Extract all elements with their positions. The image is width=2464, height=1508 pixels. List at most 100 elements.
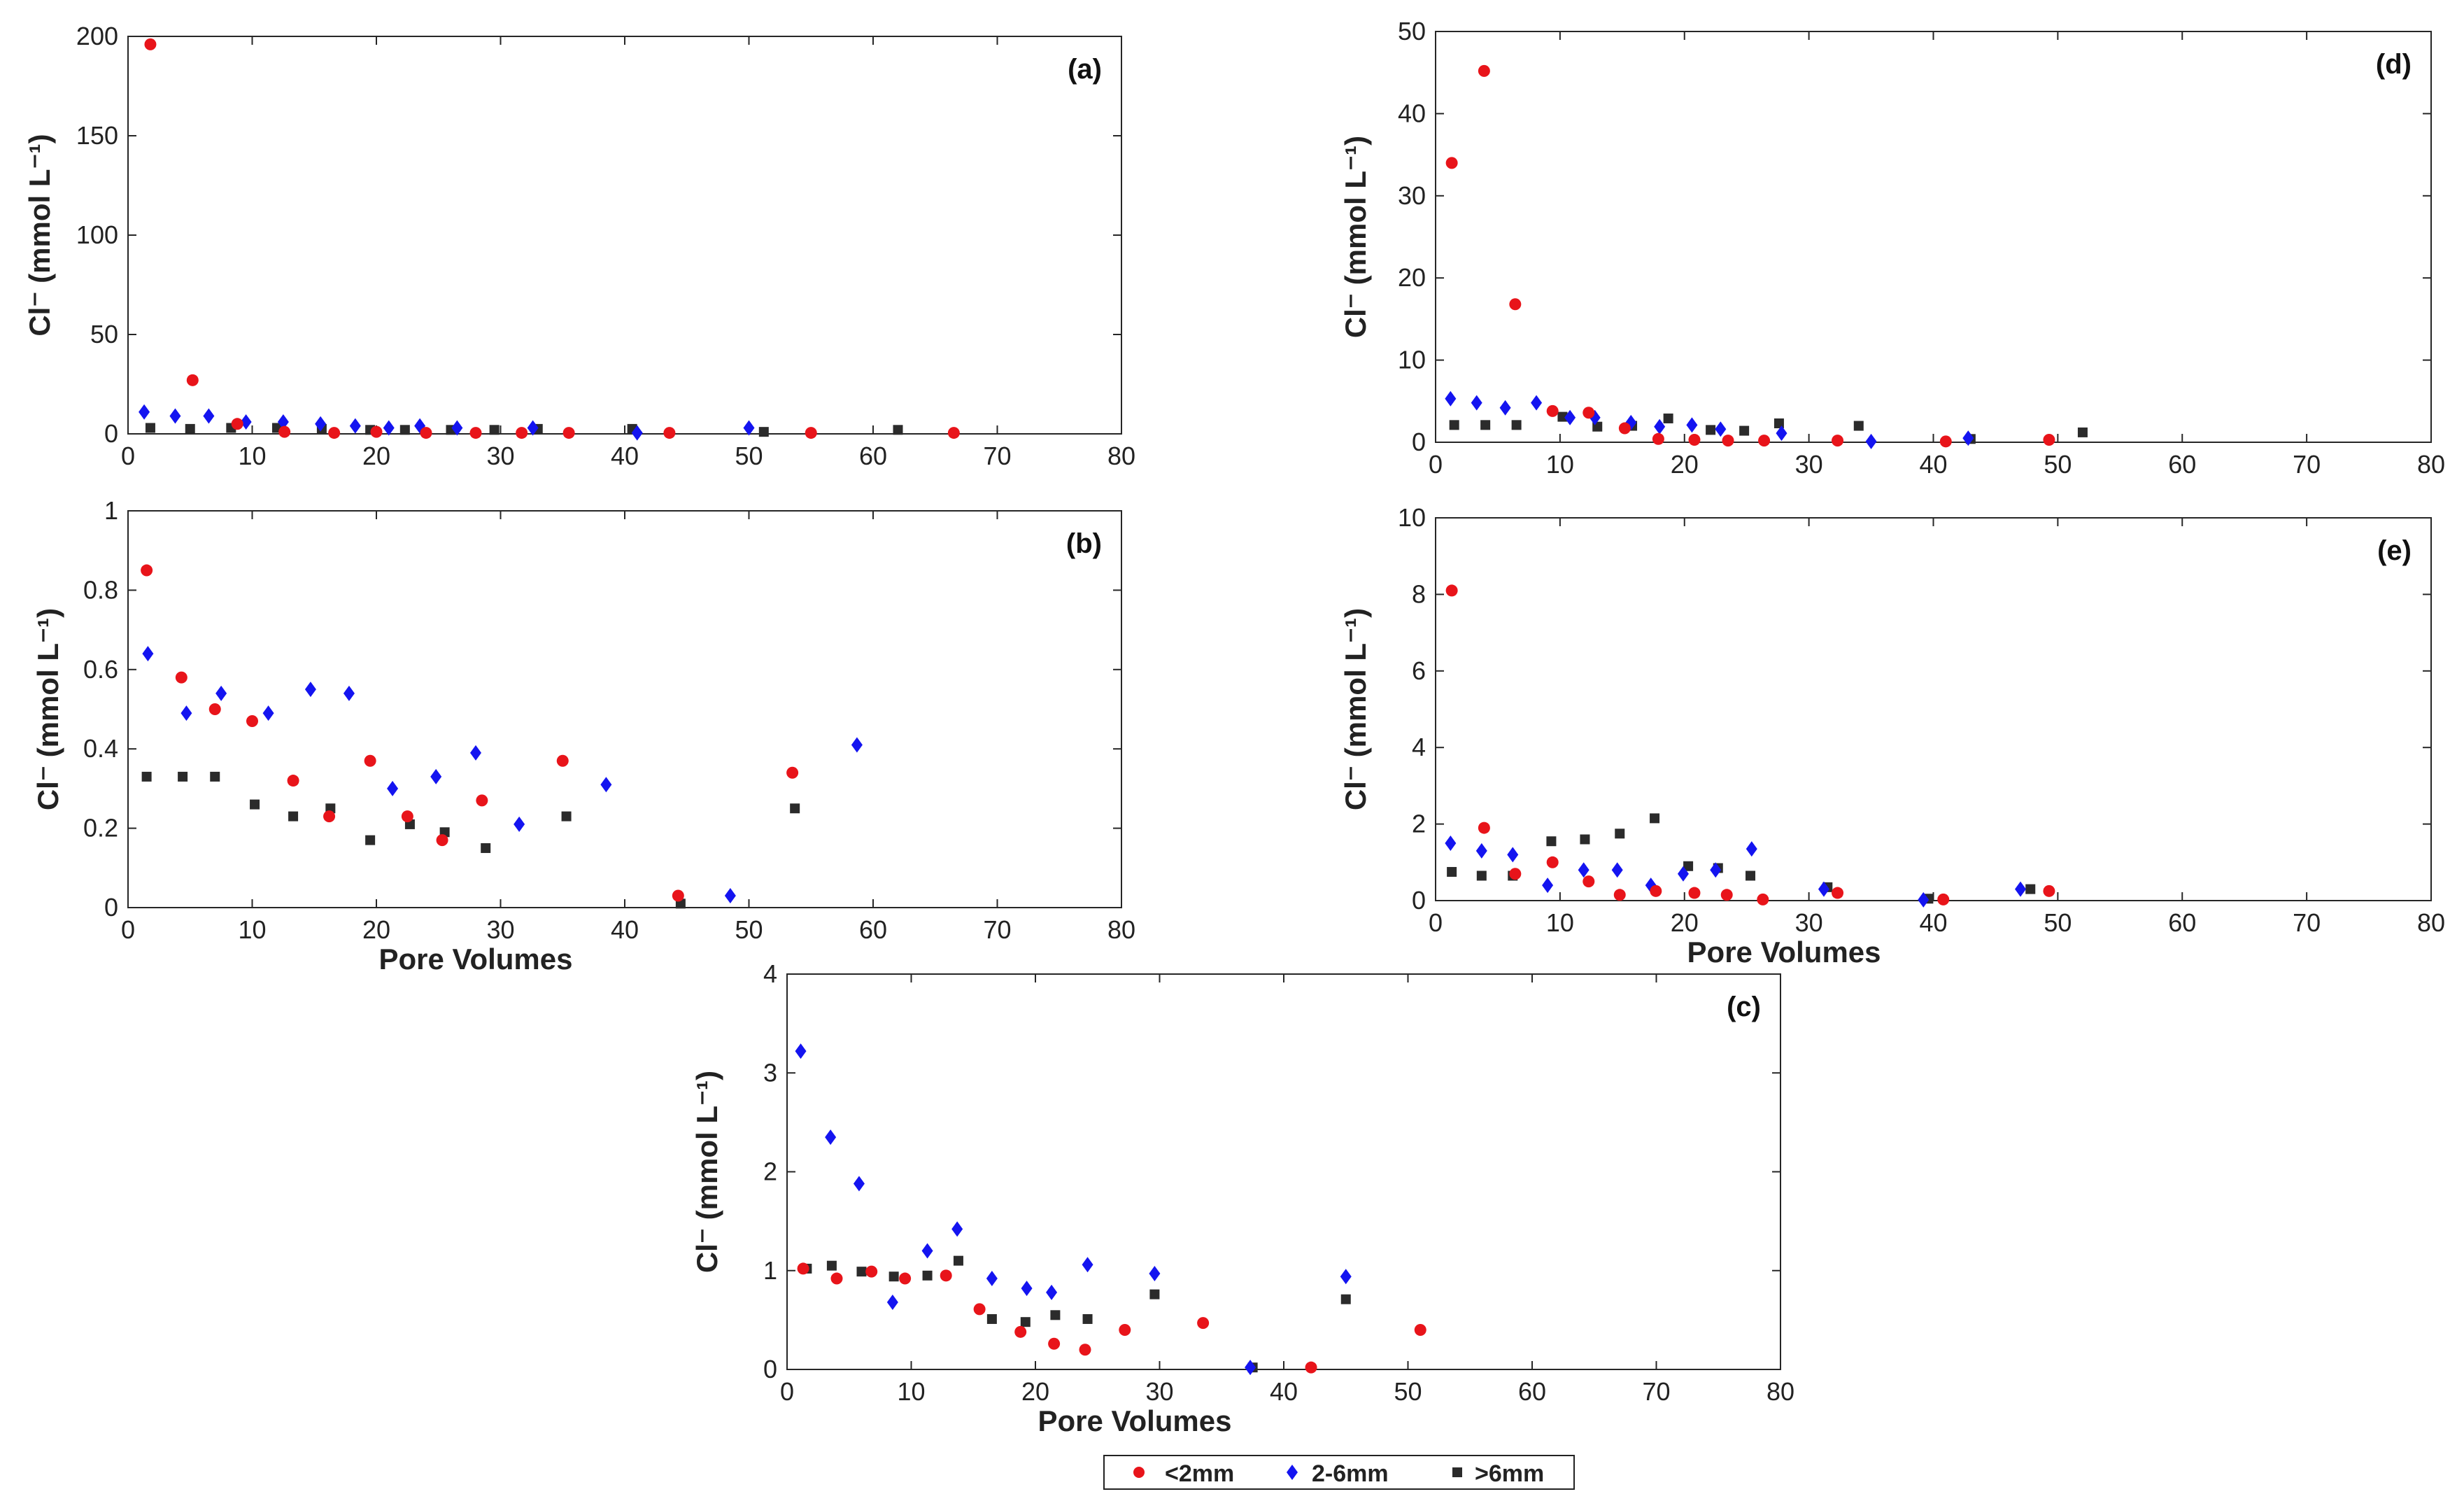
data-point-gt6mm bbox=[1663, 413, 1673, 423]
x-tick-label: 40 bbox=[611, 442, 639, 470]
y-axis-label: Cl⁻ (mmol L⁻¹) bbox=[1339, 608, 1372, 810]
y-tick-label: 0 bbox=[1412, 886, 1426, 915]
data-point-gt6mm bbox=[1773, 418, 1784, 428]
y-tick-label: 200 bbox=[76, 22, 118, 50]
data-point-lt2mm bbox=[208, 703, 221, 715]
x-axis-label: Pore Volumes bbox=[1038, 1404, 1232, 1437]
data-point-lt2mm bbox=[175, 671, 187, 684]
data-point-2-6mm bbox=[1710, 862, 1722, 878]
legend-box bbox=[1103, 1455, 1575, 1490]
data-point-lt2mm bbox=[973, 1303, 986, 1316]
y-tick-label: 0 bbox=[763, 1355, 777, 1383]
data-point-2-6mm bbox=[349, 418, 361, 434]
data-point-2-6mm bbox=[1507, 847, 1519, 863]
data-point-lt2mm bbox=[144, 38, 157, 50]
data-point-gt6mm bbox=[1082, 1313, 1093, 1324]
data-point-lt2mm bbox=[186, 374, 199, 386]
x-tick-label: 80 bbox=[2417, 450, 2445, 479]
data-point-gt6mm bbox=[178, 771, 188, 782]
data-point-2-6mm bbox=[180, 705, 192, 721]
data-point-gt6mm bbox=[250, 799, 260, 810]
data-point-2-6mm bbox=[1021, 1281, 1033, 1297]
x-tick-label: 40 bbox=[1919, 450, 1947, 479]
data-point-lt2mm bbox=[278, 425, 291, 438]
x-tick-label: 20 bbox=[362, 915, 390, 944]
data-point-2-6mm bbox=[1918, 892, 1930, 908]
x-tick-label: 60 bbox=[859, 442, 887, 470]
data-point-2-6mm bbox=[277, 414, 289, 430]
x-tick-label: 20 bbox=[1671, 450, 1699, 479]
data-point-gt6mm bbox=[1447, 866, 1457, 877]
data-point-gt6mm bbox=[1580, 834, 1590, 845]
data-point-lt2mm bbox=[323, 810, 336, 823]
data-point-lt2mm bbox=[436, 834, 448, 847]
data-point-2-6mm bbox=[631, 425, 643, 441]
data-point-lt2mm bbox=[2043, 885, 2055, 897]
panel-label: (a) bbox=[1068, 54, 1102, 85]
data-point-lt2mm bbox=[1832, 435, 1844, 447]
data-point-gt6mm bbox=[826, 1260, 837, 1271]
x-tick-label: 0 bbox=[780, 1377, 794, 1406]
x-tick-label: 10 bbox=[897, 1377, 925, 1406]
data-point-2-6mm bbox=[1715, 421, 1727, 437]
legend-label-gt6mm: >6mm bbox=[1475, 1460, 1544, 1487]
data-point-gt6mm bbox=[1557, 411, 1568, 422]
data-point-2-6mm bbox=[1677, 866, 1689, 882]
data-point-lt2mm bbox=[805, 427, 817, 439]
data-point-gt6mm bbox=[1340, 1294, 1351, 1304]
data-point-gt6mm bbox=[2025, 884, 2036, 894]
y-tick-label: 40 bbox=[1398, 99, 1426, 127]
data-point-gt6mm bbox=[185, 423, 195, 434]
series-lt2mm bbox=[1445, 64, 2055, 448]
data-point-2-6mm bbox=[315, 416, 327, 432]
data-point-lt2mm bbox=[865, 1265, 878, 1278]
y-tick-label: 20 bbox=[1398, 263, 1426, 292]
y-axis-label: Cl⁻ (mmol L⁻¹) bbox=[1339, 136, 1372, 338]
data-point-2-6mm bbox=[430, 768, 442, 784]
data-point-gt6mm bbox=[1615, 829, 1625, 839]
x-tick-label: 80 bbox=[2417, 908, 2445, 937]
y-tick-label: 0 bbox=[104, 419, 118, 448]
plot-frame bbox=[786, 973, 1781, 1370]
data-point-lt2mm bbox=[1688, 887, 1701, 899]
data-point-2-6mm bbox=[383, 420, 395, 436]
y-tick-label: 0.4 bbox=[83, 734, 118, 763]
data-point-lt2mm bbox=[287, 775, 299, 787]
series-gt6mm bbox=[141, 771, 800, 909]
y-tick-label: 100 bbox=[76, 220, 118, 249]
data-point-lt2mm bbox=[1445, 157, 1458, 169]
data-point-2-6mm bbox=[262, 705, 274, 721]
data-point-gt6mm bbox=[1476, 871, 1487, 881]
x-tick-label: 10 bbox=[1546, 908, 1574, 937]
y-tick-label: 150 bbox=[76, 121, 118, 150]
data-point-lt2mm bbox=[1119, 1324, 1131, 1336]
data-point-gt6mm bbox=[1020, 1317, 1031, 1327]
data-point-gt6mm bbox=[1853, 421, 1864, 431]
x-tick-label: 60 bbox=[2168, 908, 2196, 937]
data-point-lt2mm bbox=[1478, 64, 1490, 77]
x-tick-label: 60 bbox=[2168, 450, 2196, 479]
data-point-lt2mm bbox=[1720, 889, 1733, 901]
data-point-2-6mm bbox=[1776, 425, 1787, 442]
data-point-lt2mm bbox=[1758, 435, 1771, 447]
series-gt6mm bbox=[1449, 411, 2088, 444]
x-tick-label: 50 bbox=[2044, 450, 2072, 479]
y-tick-label: 2 bbox=[1412, 810, 1426, 838]
data-point-lt2mm bbox=[364, 754, 376, 767]
x-tick-label: 70 bbox=[983, 442, 1011, 470]
data-point-2-6mm bbox=[240, 414, 252, 430]
series-2-6mm bbox=[142, 646, 863, 903]
data-point-lt2mm bbox=[1722, 435, 1734, 447]
data-point-2-6mm bbox=[1818, 881, 1829, 897]
data-point-lt2mm bbox=[231, 418, 243, 430]
data-point-lt2mm bbox=[1583, 875, 1595, 888]
data-point-lt2mm bbox=[1048, 1337, 1061, 1350]
data-point-2-6mm bbox=[851, 737, 863, 753]
data-point-gt6mm bbox=[893, 425, 903, 435]
data-point-lt2mm bbox=[786, 766, 799, 779]
data-point-lt2mm bbox=[1832, 887, 1844, 899]
data-point-lt2mm bbox=[1757, 893, 1769, 905]
data-point-2-6mm bbox=[2015, 881, 2027, 897]
y-tick-label: 4 bbox=[1412, 733, 1426, 761]
